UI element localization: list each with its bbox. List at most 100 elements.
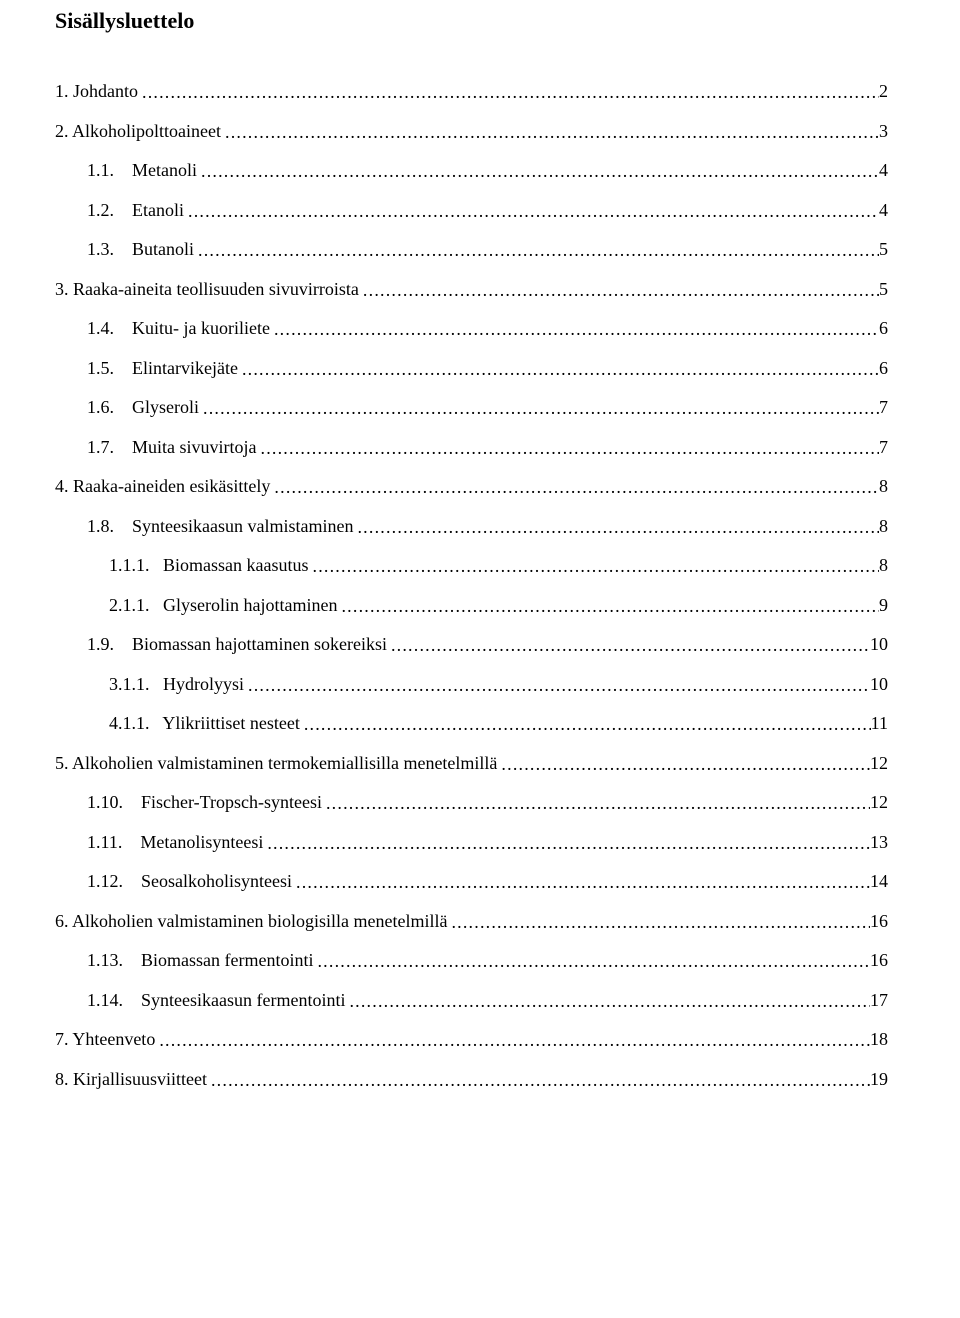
toc-entry-page: 8 bbox=[879, 556, 888, 574]
toc-entry: 4. Raaka-aineiden esikäsittely..........… bbox=[55, 477, 888, 495]
toc-entry-label: 4.1.1. Ylikriittiset nesteet bbox=[109, 714, 300, 732]
toc-entry-page: 11 bbox=[871, 714, 888, 732]
toc-entry-title: Kirjallisuusviitteet bbox=[73, 1069, 207, 1089]
toc-entry-title: Raaka-aineita teollisuuden sivuvirroista bbox=[73, 279, 359, 299]
toc-leader-dots: ........................................… bbox=[300, 715, 871, 733]
toc-entry-label: 6. Alkoholien valmistaminen biologisilla… bbox=[55, 912, 447, 930]
toc-entry: 1.12. Seosalkoholisynteesi..............… bbox=[55, 872, 888, 890]
toc-entry-label: 4. Raaka-aineiden esikäsittely bbox=[55, 477, 270, 495]
toc-entry: 8. Kirjallisuusviitteet.................… bbox=[55, 1070, 888, 1088]
toc-entry-title: Yhteenveto bbox=[72, 1029, 155, 1049]
toc-leader-dots: ........................................… bbox=[359, 281, 879, 299]
toc-entry-number: 2.1.1. bbox=[109, 595, 163, 615]
toc-entry: 3. Raaka-aineita teollisuuden sivuvirroi… bbox=[55, 280, 888, 298]
toc-entry: 1.10. Fischer-Tropsch-synteesi..........… bbox=[55, 793, 888, 811]
toc-entry-page: 16 bbox=[870, 912, 888, 930]
toc-leader-dots: ........................................… bbox=[238, 360, 879, 378]
toc-leader-dots: ........................................… bbox=[244, 676, 870, 694]
toc-entry: 1.2. Etanoli............................… bbox=[55, 201, 888, 219]
toc-entry-page: 16 bbox=[870, 951, 888, 969]
toc-entry-number: 1.4. bbox=[87, 318, 132, 338]
toc-entry: 1.4. Kuitu- ja kuoriliete...............… bbox=[55, 319, 888, 337]
toc-entry-number: 1.6. bbox=[87, 397, 132, 417]
toc-entry-number: 6. bbox=[55, 911, 72, 931]
toc-entry-title: Kuitu- ja kuoriliete bbox=[132, 318, 270, 338]
toc-leader-dots: ........................................… bbox=[292, 873, 870, 891]
toc-entry-label: 1.7. Muita sivuvirtoja bbox=[87, 438, 257, 456]
toc-entry: 1.6. Glyseroli..........................… bbox=[55, 398, 888, 416]
toc-entry-title: Muita sivuvirtoja bbox=[132, 437, 257, 457]
toc-entry-page: 17 bbox=[870, 991, 888, 1009]
toc-entry-label: 3. Raaka-aineita teollisuuden sivuvirroi… bbox=[55, 280, 359, 298]
toc-entry-number: 1.10. bbox=[87, 792, 141, 812]
toc-page: Sisällysluettelo 1. Johdanto............… bbox=[0, 0, 960, 1318]
toc-entry-label: 1.11. Metanolisynteesi bbox=[87, 833, 263, 851]
toc-entry-label: 2. Alkoholipolttoaineet bbox=[55, 122, 221, 140]
toc-entry-page: 5 bbox=[879, 280, 888, 298]
toc-entry-label: 1.6. Glyseroli bbox=[87, 398, 199, 416]
toc-leader-dots: ........................................… bbox=[194, 241, 879, 259]
toc-entry-title: Biomassan hajottaminen sokereiksi bbox=[132, 634, 387, 654]
toc-entry-number: 1.9. bbox=[87, 634, 132, 654]
toc-leader-dots: ........................................… bbox=[263, 834, 870, 852]
toc-entry: 4.1.1. Ylikriittiset nesteet............… bbox=[55, 714, 888, 732]
toc-leader-dots: ........................................… bbox=[138, 83, 879, 101]
toc-entry-label: 1.10. Fischer-Tropsch-synteesi bbox=[87, 793, 322, 811]
toc-entry-title: Alkoholien valmistaminen termokemiallisi… bbox=[72, 753, 497, 773]
toc-entry: 1.7. Muita sivuvirtoja..................… bbox=[55, 438, 888, 456]
toc-leader-dots: ........................................… bbox=[337, 597, 879, 615]
toc-entry-page: 7 bbox=[879, 438, 888, 456]
toc-entry-label: 1.8. Synteesikaasun valmistaminen bbox=[87, 517, 353, 535]
toc-entry-page: 18 bbox=[870, 1030, 888, 1048]
toc-entry-title: Raaka-aineiden esikäsittely bbox=[73, 476, 270, 496]
toc-leader-dots: ........................................… bbox=[345, 992, 870, 1010]
toc-entry-title: Synteesikaasun fermentointi bbox=[141, 990, 345, 1010]
toc-entry-number: 1.11. bbox=[87, 832, 140, 852]
toc-entry-label: 1.14. Synteesikaasun fermentointi bbox=[87, 991, 345, 1009]
toc-entry-page: 8 bbox=[879, 477, 888, 495]
toc-entry-number: 1.7. bbox=[87, 437, 132, 457]
toc-entry-number: 7. bbox=[55, 1029, 72, 1049]
toc-title: Sisällysluettelo bbox=[55, 8, 888, 34]
toc-entry: 1.5. Elintarvikejäte....................… bbox=[55, 359, 888, 377]
toc-entry: 5. Alkoholien valmistaminen termokemiall… bbox=[55, 754, 888, 772]
toc-leader-dots: ........................................… bbox=[221, 123, 879, 141]
toc-entry-title: Ylikriittiset nesteet bbox=[162, 713, 299, 733]
toc-entry-title: Elintarvikejäte bbox=[132, 358, 238, 378]
toc-entry-label: 1.3. Butanoli bbox=[87, 240, 194, 258]
toc-entry-label: 7. Yhteenveto bbox=[55, 1030, 155, 1048]
toc-entry-number: 1.5. bbox=[87, 358, 132, 378]
toc-entry-page: 8 bbox=[879, 517, 888, 535]
toc-entry-page: 9 bbox=[879, 596, 888, 614]
toc-entry: 1.9. Biomassan hajottaminen sokereiksi..… bbox=[55, 635, 888, 653]
toc-entry-title: Fischer-Tropsch-synteesi bbox=[141, 792, 322, 812]
toc-entry-label: 5. Alkoholien valmistaminen termokemiall… bbox=[55, 754, 497, 772]
toc-entry-label: 1.2. Etanoli bbox=[87, 201, 184, 219]
toc-entry-page: 14 bbox=[870, 872, 888, 890]
toc-entry: 1.13. Biomassan fermentointi............… bbox=[55, 951, 888, 969]
toc-leader-dots: ........................................… bbox=[322, 794, 870, 812]
toc-entry-label: 1.1.1. Biomassan kaasutus bbox=[109, 556, 309, 574]
toc-entry-number: 3.1.1. bbox=[109, 674, 163, 694]
toc-leader-dots: ........................................… bbox=[199, 399, 879, 417]
toc-entry: 1.8. Synteesikaasun valmistaminen.......… bbox=[55, 517, 888, 535]
toc-entry-number: 1.14. bbox=[87, 990, 141, 1010]
toc-entry-title: Butanoli bbox=[132, 239, 194, 259]
toc-entry: 6. Alkoholien valmistaminen biologisilla… bbox=[55, 912, 888, 930]
toc-entry-title: Etanoli bbox=[132, 200, 184, 220]
toc-leader-dots: ........................................… bbox=[270, 478, 879, 496]
toc-entry-title: Biomassan fermentointi bbox=[141, 950, 313, 970]
toc-entry-title: Alkoholipolttoaineet bbox=[72, 121, 221, 141]
toc-leader-dots: ........................................… bbox=[309, 557, 880, 575]
toc-leader-dots: ........................................… bbox=[313, 952, 870, 970]
toc-entry-title: Alkoholien valmistaminen biologisilla me… bbox=[72, 911, 447, 931]
toc-leader-dots: ........................................… bbox=[447, 913, 870, 931]
toc-entry: 1.1.1. Biomassan kaasutus...............… bbox=[55, 556, 888, 574]
toc-entry-number: 1.8. bbox=[87, 516, 132, 536]
toc-entry-page: 13 bbox=[870, 833, 888, 851]
toc-entry-number: 1.1.1. bbox=[109, 555, 163, 575]
toc-entry-label: 1.4. Kuitu- ja kuoriliete bbox=[87, 319, 270, 337]
toc-leader-dots: ........................................… bbox=[353, 518, 879, 536]
toc-entry-label: 1.12. Seosalkoholisynteesi bbox=[87, 872, 292, 890]
toc-entry-title: Glyseroli bbox=[132, 397, 199, 417]
